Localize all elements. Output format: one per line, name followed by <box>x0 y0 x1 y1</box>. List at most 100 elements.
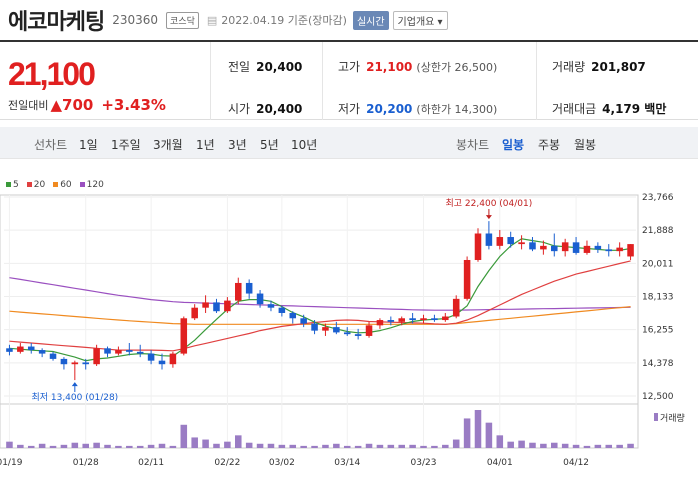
candle-body <box>387 320 395 322</box>
legend-item: 120 <box>79 180 104 190</box>
volume-bar <box>409 444 416 448</box>
candle-body <box>311 323 318 331</box>
high-label: 고가 <box>338 60 361 74</box>
volume-bar <box>496 435 504 448</box>
candle-body <box>235 282 242 301</box>
tab-10years[interactable]: 10년 <box>291 138 318 152</box>
candle-body <box>169 353 177 365</box>
x-tick-label: 02/11 <box>138 458 164 468</box>
current-price: 21,100 <box>8 56 96 92</box>
volume-bar <box>551 442 558 448</box>
change-value: ▲700 <box>50 96 94 114</box>
candle-body <box>354 334 362 336</box>
volume-bar <box>60 444 68 448</box>
upper-limit: (상한가 26,500) <box>416 61 498 74</box>
candle-body <box>245 282 253 294</box>
candle-body <box>442 316 449 321</box>
amount-value: 4,179 백만 <box>602 102 667 116</box>
volume-bar <box>6 441 13 448</box>
volume-bar <box>82 443 89 448</box>
volume-bar <box>311 445 318 448</box>
volume-bar <box>627 443 634 448</box>
tab-3months[interactable]: 3개월 <box>153 138 183 152</box>
divider <box>210 42 211 120</box>
amount-stat: 거래대금 4,179 백만 <box>552 100 666 117</box>
volume-bar <box>180 424 188 448</box>
ma120-line <box>9 277 631 311</box>
amount-label: 거래대금 <box>552 102 597 116</box>
volume-bar <box>561 443 569 448</box>
volume-legend-label: 거래량 <box>660 412 685 424</box>
candle-body <box>147 353 155 361</box>
candle-body <box>365 325 373 336</box>
candle-body <box>452 298 460 317</box>
candle-body <box>191 307 198 319</box>
volume-bar <box>104 444 111 448</box>
high-value: 21,100 <box>366 60 413 74</box>
candle-body <box>616 247 623 252</box>
candle-body <box>343 332 351 335</box>
candle-body <box>605 249 613 252</box>
volume-bar <box>191 437 198 448</box>
volume-bar <box>365 443 373 448</box>
candle-body <box>6 348 13 352</box>
volume-legend-swatch <box>654 413 658 421</box>
ma20-line <box>9 260 631 352</box>
tab-monthly-candle[interactable]: 월봉 <box>574 138 597 152</box>
tab-1year[interactable]: 1년 <box>196 138 215 152</box>
volume-bar <box>507 441 514 448</box>
x-tick-label: 01/28 <box>73 458 99 468</box>
candle-body <box>376 320 384 326</box>
volume-bar <box>267 443 275 448</box>
lower-limit: (하한가 14,300) <box>416 103 498 116</box>
candle-body <box>474 233 482 260</box>
volume-bar <box>343 445 351 448</box>
tab-5years[interactable]: 5년 <box>260 138 279 152</box>
volume-bar <box>278 444 286 448</box>
volume-bar <box>376 444 384 448</box>
tab-weekly-candle[interactable]: 주봉 <box>538 138 561 152</box>
tab-daily-candle[interactable]: 일봉 <box>502 138 525 152</box>
change-label: 전일대비 <box>8 99 49 112</box>
tab-1week[interactable]: 1주일 <box>111 138 141 152</box>
volume-bar <box>289 444 297 448</box>
candle-body <box>115 350 122 354</box>
candle-body <box>202 302 209 308</box>
prev-close-stat: 전일 20,400 <box>228 58 302 75</box>
price-summary: 21,100 전일대비 ▲700 +3.43% 전일 20,400 시가 20,40… <box>0 42 698 120</box>
divider <box>322 42 323 120</box>
realtime-button[interactable]: 실시간 <box>352 10 389 30</box>
volume-bar <box>169 445 177 448</box>
tab-3years[interactable]: 3년 <box>228 138 247 152</box>
candle-body <box>17 346 24 352</box>
stock-header: 에코마케팅 230360 코스닥 ▤ 2022.04.19 기준(장마감) 실시… <box>0 0 698 42</box>
volume-stat: 거래량 201,807 <box>552 58 646 75</box>
candle-body <box>180 318 188 354</box>
y-tick-label: 14,378 <box>642 359 674 369</box>
line-chart-title: 선차트 <box>34 138 68 152</box>
volume-bar <box>398 444 405 448</box>
x-tick-label: 03/23 <box>411 458 437 468</box>
candle-body <box>60 358 68 365</box>
tab-1day[interactable]: 1일 <box>79 138 98 152</box>
candle-body <box>485 233 493 246</box>
volume-bar <box>115 445 122 448</box>
volume-bar <box>93 442 100 448</box>
x-tick-label: 04/01 <box>487 458 513 468</box>
volume-bar <box>202 439 209 448</box>
candle-body <box>333 327 340 333</box>
candle-body <box>409 318 416 321</box>
x-tick-label: 02/22 <box>214 458 240 468</box>
volume-bar <box>463 418 471 448</box>
volume-bar <box>431 445 438 448</box>
volume-bar <box>38 443 46 448</box>
volume-bar <box>333 443 340 448</box>
candle-body <box>583 245 591 253</box>
low-label: 저가 <box>338 102 361 116</box>
candle-body <box>49 353 57 359</box>
company-overview-dropdown[interactable]: 기업개요 ▾ <box>392 10 448 30</box>
candle-body <box>71 362 79 365</box>
min-price-label: 최저 13,400 (01/28) <box>31 392 118 403</box>
candle-body <box>300 318 307 324</box>
candle-body <box>93 348 100 365</box>
